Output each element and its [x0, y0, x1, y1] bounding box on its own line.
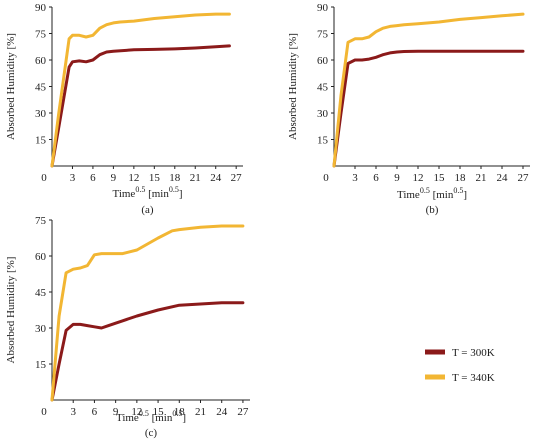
- x-tick-label: 9: [394, 172, 400, 184]
- x-tick-label: 24: [497, 172, 509, 184]
- x-tick-label: 6: [92, 406, 98, 418]
- x-tick-label: 12: [131, 406, 142, 418]
- x-tick-label: 18: [455, 172, 467, 184]
- y-tick-label: 30: [317, 108, 329, 120]
- y-tick-label: 45: [35, 82, 47, 94]
- y-tick-label: 60: [35, 55, 47, 67]
- x-tick-label: 0: [323, 172, 329, 184]
- x-tick-label: 21: [476, 172, 487, 184]
- panel-label: (b): [426, 204, 439, 216]
- series-line-340k: [50, 12, 231, 168]
- x-tick-label: 3: [70, 172, 76, 184]
- x-tick-label: 27: [518, 172, 530, 184]
- y-tick-label: 75: [317, 29, 329, 41]
- x-tick-label: 0: [41, 172, 47, 184]
- x-tick-label: 12: [128, 172, 139, 184]
- y-tick-label: 75: [35, 29, 47, 41]
- y-axis-label: Absorbed Humidity [%]: [5, 33, 17, 140]
- x-tick-label: 24: [210, 172, 222, 184]
- chart-panel-2: 15 30 45 60 75 90 0 3 6 9 12 15 18 21 24 27 Absorbed Hum…: [287, 2, 530, 216]
- y-tick-label: 75: [35, 215, 47, 227]
- x-tick-label: 21: [195, 406, 206, 418]
- x-tick-label: 15: [149, 172, 161, 184]
- x-tick-label: 15: [153, 406, 165, 418]
- y-tick-label: 30: [35, 323, 47, 335]
- y-tick-label: 15: [317, 135, 329, 147]
- y-tick-label: 90: [35, 2, 47, 14]
- x-tick-label: 9: [113, 406, 119, 418]
- x-tick-label: 18: [174, 406, 186, 418]
- x-tick-label: 24: [216, 406, 228, 418]
- y-tick-label: 60: [317, 55, 329, 67]
- panel-label: (a): [141, 204, 154, 216]
- y-tick-label: 45: [35, 287, 47, 299]
- x-tick-label: 12: [413, 172, 424, 184]
- chart-panel-1: 15 30 45 60 75 90 0 3 6 9 12 15 18 21 24 27 Absorbed Hum…: [5, 2, 243, 216]
- series-line-340k: [50, 224, 245, 402]
- y-tick-label: 15: [35, 135, 47, 147]
- series-line-340k: [332, 12, 525, 168]
- x-tick-label: 3: [352, 172, 358, 184]
- y-tick-label: 30: [35, 108, 47, 120]
- y-axis-label: Absorbed Humidity [%]: [287, 33, 299, 140]
- x-tick-label: 3: [70, 406, 76, 418]
- series-line-300k: [50, 301, 245, 402]
- y-tick-label: 15: [35, 359, 47, 371]
- x-axis-label: Time0.5 [min0.5]: [112, 185, 182, 200]
- legend: T = 300K T = 340K: [425, 347, 495, 384]
- y-tick-label: 45: [317, 82, 329, 94]
- x-axis-label: Time0.5 [min0.5]: [397, 186, 467, 201]
- x-tick-label: 21: [190, 172, 201, 184]
- x-tick-label: 9: [111, 172, 117, 184]
- x-tick-label: 0: [41, 406, 47, 418]
- x-tick-label: 18: [169, 172, 181, 184]
- y-tick-label: 90: [317, 2, 329, 14]
- x-tick-label: 27: [231, 172, 243, 184]
- series-line-300k: [50, 44, 231, 168]
- x-tick-label: 15: [434, 172, 446, 184]
- legend-label: T = 300K: [452, 347, 495, 359]
- x-tick-label: 6: [373, 172, 379, 184]
- chart-panel-3: 15 30 45 60 75 0 3 6 9 12 15 18 21 24 27 Absorbed Humid…: [5, 215, 250, 439]
- x-tick-label: 6: [90, 172, 96, 184]
- y-tick-label: 60: [35, 251, 47, 263]
- series-line-300k: [332, 49, 525, 168]
- y-axis-label: Absorbed Humidity [%]: [5, 257, 17, 364]
- x-tick-label: 27: [237, 406, 249, 418]
- legend-label: T = 340K: [452, 372, 495, 384]
- panel-label: (c): [145, 427, 158, 439]
- x-axis-label: Time0.5 [min0.5]: [116, 409, 186, 424]
